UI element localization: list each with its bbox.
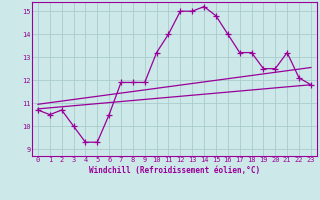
X-axis label: Windchill (Refroidissement éolien,°C): Windchill (Refroidissement éolien,°C) [89, 166, 260, 175]
